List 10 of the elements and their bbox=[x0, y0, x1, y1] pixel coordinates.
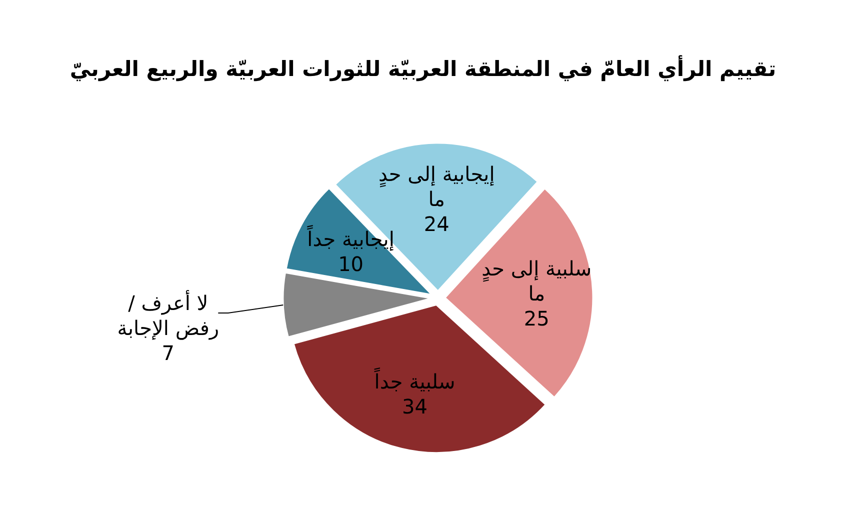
data-label: 25 bbox=[524, 306, 550, 331]
data-label: 7 bbox=[162, 341, 175, 366]
data-label: 24 bbox=[424, 212, 450, 236]
slice-label: سلبية جداً bbox=[374, 367, 456, 394]
slice-label: سلبية إلى حدٍ ما bbox=[482, 256, 592, 306]
data-label: 34 bbox=[402, 394, 428, 418]
slice-label: إيجابية إلى حدٍ ما bbox=[378, 162, 495, 212]
data-label: 10 bbox=[338, 252, 364, 276]
chart-title: تقييم الرأي العامّ في المنطقة العربيّة للثورات العربيّة والربيع العربيّ bbox=[70, 55, 776, 82]
slice-label: لا أعرف / رفض الإجابة bbox=[117, 290, 220, 340]
